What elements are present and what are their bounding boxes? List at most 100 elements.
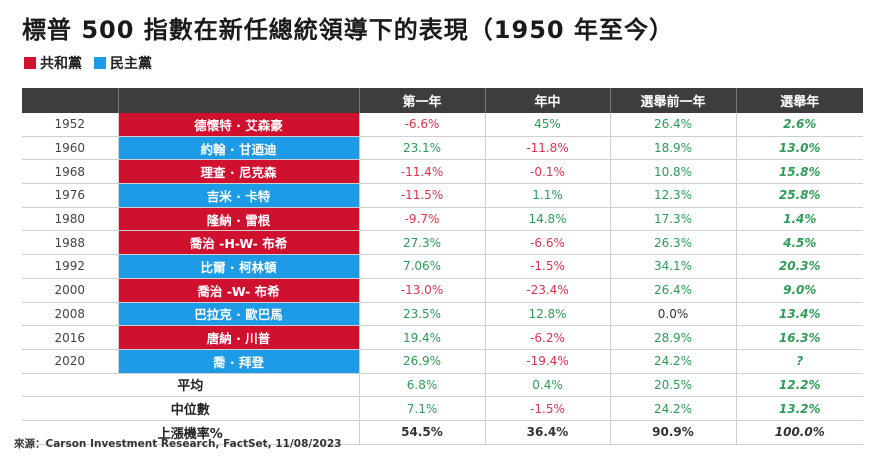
header-president xyxy=(118,88,360,113)
row-year: 1952 xyxy=(22,113,119,137)
row-president: 德懷特 · 艾森豪 xyxy=(118,113,360,137)
cell-election-year: 9.0% xyxy=(736,278,863,303)
table-row: 1992 比爾 · 柯林頓 7.06% -1.5% 34.1% 20.3% xyxy=(22,254,863,279)
legend: 共和黨 民主黨 xyxy=(24,53,152,73)
header-first-year: 第一年 xyxy=(359,88,486,113)
header-year xyxy=(22,88,119,113)
cell-pre-election: 18.9% xyxy=(610,136,737,161)
cell-election-year: 20.3% xyxy=(736,254,863,279)
cell-midterm: -19.4% xyxy=(485,349,611,374)
row-year: 2000 xyxy=(22,278,119,303)
cell-first-year: -11.4% xyxy=(359,159,486,185)
cell-election-year: ? xyxy=(736,349,863,374)
cell-pre-election: 10.8% xyxy=(610,159,737,185)
summary-midterm: 36.4% xyxy=(485,420,611,445)
row-year: 1960 xyxy=(22,136,119,161)
cell-pre-election: 26.4% xyxy=(610,278,737,303)
cell-midterm: 12.8% xyxy=(485,302,611,327)
row-president: 理查 · 尼克森 xyxy=(118,159,360,185)
summary-election-year: 12.2% xyxy=(736,373,863,398)
table-row: 2016 唐納 · 川普 19.4% -6.2% 28.9% 16.3% xyxy=(22,325,863,350)
legend-swatch-democrat xyxy=(94,57,106,69)
legend-item-republican: 共和黨 xyxy=(24,53,82,73)
table-row: 2020 喬 · 拜登 26.9% -19.4% 24.2%? xyxy=(22,349,863,374)
row-year: 2008 xyxy=(22,302,119,327)
row-year: 2020 xyxy=(22,349,119,374)
header-pre-election: 選舉前一年 xyxy=(610,88,737,113)
table-row: 1960 約翰 · 甘迺迪 23.1% -11.8% 18.9% 13.0% xyxy=(22,136,863,161)
cell-first-year: 23.1% xyxy=(359,136,486,161)
row-president: 比爾 · 柯林頓 xyxy=(118,254,360,279)
summary-label: 平均 xyxy=(22,373,360,398)
table-row: 1988 喬治 -H-W- 布希 27.3% -6.6% 26.3% 4.5% xyxy=(22,230,863,256)
cell-first-year: 7.06% xyxy=(359,254,486,279)
summary-label: 上漲機率% xyxy=(22,420,360,445)
row-president: 喬 · 拜登 xyxy=(118,349,360,374)
cell-midterm: -1.5% xyxy=(485,254,611,279)
cell-pre-election: 26.4% xyxy=(610,113,737,137)
cell-election-year: 13.0% xyxy=(736,136,863,161)
summary-first-year: 6.8% xyxy=(359,373,486,398)
summary-label: 中位數 xyxy=(22,396,360,421)
source-note: 來源：Carson Investment Research, FactSet, … xyxy=(14,438,342,450)
summary-row: 平均 6.8% 0.4% 20.5% 12.2% xyxy=(22,373,863,398)
summary-midterm: 0.4% xyxy=(485,373,611,398)
cell-first-year: 19.4% xyxy=(359,325,486,350)
cell-midterm: -23.4% xyxy=(485,278,611,303)
cell-midterm: 14.8% xyxy=(485,207,611,232)
cell-first-year: -11.5% xyxy=(359,183,486,208)
cell-first-year: 27.3% xyxy=(359,230,486,256)
cell-pre-election: 34.1% xyxy=(610,254,737,279)
cell-midterm: 45% xyxy=(485,113,611,137)
header-election-year: 選舉年 xyxy=(736,88,863,113)
row-year: 1976 xyxy=(22,183,119,208)
row-president: 約翰 · 甘迺迪 xyxy=(118,136,360,161)
table-row: 2000 喬治 -W- 布希 -13.0% -23.4% 26.4% 9.0% xyxy=(22,278,863,303)
row-president: 喬治 -W- 布希 xyxy=(118,278,360,303)
cell-first-year: -6.6% xyxy=(359,113,486,137)
table-row: 1976 吉米 · 卡特 -11.5% 1.1% 12.3% 25.8% xyxy=(22,183,863,208)
summary-pre-election: 20.5% xyxy=(610,373,737,398)
cell-pre-election: 24.2% xyxy=(610,349,737,374)
summary-pre-election: 90.9% xyxy=(610,420,737,445)
legend-label-republican: 共和黨 xyxy=(40,56,82,72)
row-year: 1968 xyxy=(22,159,119,185)
cell-election-year: 4.5% xyxy=(736,230,863,256)
row-year: 1988 xyxy=(22,230,119,256)
cell-pre-election: 26.3% xyxy=(610,230,737,256)
cell-first-year: -9.7% xyxy=(359,207,486,232)
summary-row: 上漲機率% 54.5% 36.4% 90.9% 100.0% xyxy=(22,420,863,445)
row-president: 唐納 · 川普 xyxy=(118,325,360,350)
page-title: 標普 500 指數在新任總統領導下的表現（1950 年至今） xyxy=(22,16,674,44)
cell-election-year: 16.3% xyxy=(736,325,863,350)
row-president: 喬治 -H-W- 布希 xyxy=(118,230,360,256)
cell-pre-election: 12.3% xyxy=(610,183,737,208)
cell-midterm: 1.1% xyxy=(485,183,611,208)
table-row: 1980 隆納 · 雷根 -9.7% 14.8% 17.3% 1.4% xyxy=(22,207,863,232)
cell-first-year: 23.5% xyxy=(359,302,486,327)
cell-pre-election: 28.9% xyxy=(610,325,737,350)
summary-first-year: 7.1% xyxy=(359,396,486,421)
row-president: 隆納 · 雷根 xyxy=(118,207,360,232)
header-midterm: 年中 xyxy=(485,88,611,113)
row-president: 巴拉克 · 歐巴馬 xyxy=(118,302,360,327)
row-year: 1980 xyxy=(22,207,119,232)
performance-table: 第一年 年中 選舉前一年 選舉年 1952 德懷特 · 艾森豪 -6.6% 45% 26… xyxy=(22,88,863,445)
cell-election-year: 15.8% xyxy=(736,159,863,185)
cell-election-year: 25.8% xyxy=(736,183,863,208)
summary-midterm: -1.5% xyxy=(485,396,611,421)
legend-swatch-republican xyxy=(24,57,36,69)
cell-midterm: -6.2% xyxy=(485,325,611,350)
summary-election-year: 13.2% xyxy=(736,396,863,421)
summary-first-year: 54.5% xyxy=(359,420,486,445)
cell-first-year: 26.9% xyxy=(359,349,486,374)
row-president: 吉米 · 卡特 xyxy=(118,183,360,208)
cell-election-year: 2.6% xyxy=(736,113,863,137)
table-header-row: 第一年 年中 選舉前一年 選舉年 xyxy=(22,88,863,113)
cell-pre-election: 0.0% xyxy=(610,302,737,327)
summary-pre-election: 24.2% xyxy=(610,396,737,421)
cell-midterm: -6.6% xyxy=(485,230,611,256)
cell-election-year: 13.4% xyxy=(736,302,863,327)
table-row: 2008 巴拉克 · 歐巴馬 23.5% 12.8% 0.0% 13.4% xyxy=(22,302,863,327)
cell-first-year: -13.0% xyxy=(359,278,486,303)
